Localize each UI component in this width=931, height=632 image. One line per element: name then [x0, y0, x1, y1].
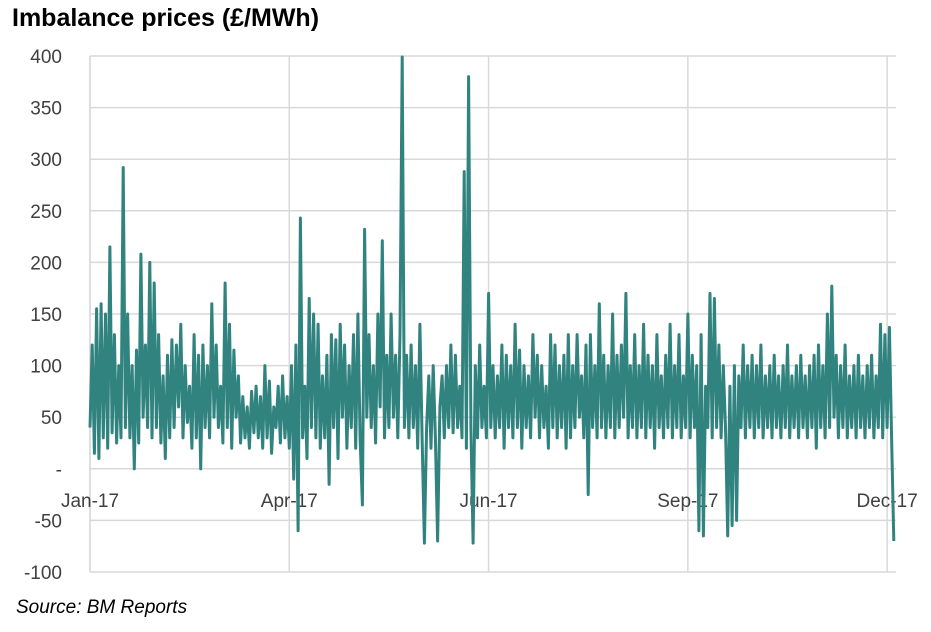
x-tick-label: Jan-17 — [61, 491, 119, 512]
y-tick-label: 150 — [30, 305, 62, 326]
y-tick-label: -100 — [24, 563, 62, 584]
x-tick-label: Dec-17 — [857, 491, 918, 512]
series-line-imbalance-price — [88, 55, 896, 545]
y-tick-label: 250 — [30, 202, 62, 223]
y-tick-label: -50 — [35, 511, 62, 532]
x-tick-label: Sep-17 — [657, 491, 718, 512]
y-tick-label: - — [56, 460, 62, 481]
y-tick-label: 50 — [41, 408, 62, 429]
y-tick-label: 400 — [30, 47, 62, 68]
y-tick-label: 350 — [30, 99, 62, 120]
y-tick-label: 100 — [30, 357, 62, 378]
source-note: Source: BM Reports — [16, 597, 188, 618]
x-axis-tick-labels: Jan-17 Apr-17 Jun-17 Sep-17 Dec-17 — [61, 491, 918, 512]
y-axis-tick-labels: 400 350 300 250 200 150 100 50 - -50 -100 — [24, 47, 62, 584]
y-tick-label: 300 — [30, 150, 62, 171]
y-tick-label: 200 — [30, 253, 62, 274]
x-tick-label: Jun-17 — [460, 491, 518, 512]
x-tick-label: Apr-17 — [261, 491, 318, 512]
chart-title: Imbalance prices (£/MWh) — [12, 4, 320, 32]
